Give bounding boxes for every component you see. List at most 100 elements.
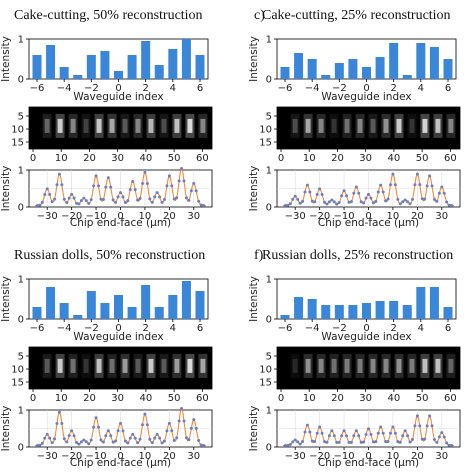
image-spot bbox=[148, 118, 154, 133]
bar bbox=[280, 67, 290, 79]
profile-y-tick-label: 1 bbox=[266, 166, 272, 177]
image-spot-glow bbox=[68, 113, 78, 138]
profile-data-point bbox=[349, 200, 353, 204]
profile-data-point bbox=[182, 419, 186, 423]
bar bbox=[168, 49, 178, 79]
profile-data-point bbox=[101, 197, 105, 201]
profile-data-point bbox=[391, 425, 395, 429]
image-x-tick-label: 30 bbox=[359, 393, 372, 404]
profile-data-point bbox=[349, 440, 353, 444]
profile-data-point bbox=[165, 429, 169, 433]
profile-data-point bbox=[425, 184, 429, 188]
profile-data-point bbox=[155, 432, 159, 436]
profile-data-point bbox=[138, 437, 142, 441]
bar-x-tick-label: 4 bbox=[418, 83, 424, 94]
profile-data-point bbox=[286, 203, 290, 207]
image-y-tick-label: 5 bbox=[266, 352, 272, 363]
profile-data-point bbox=[367, 427, 370, 431]
bar-x-tick-label: −6 bbox=[30, 323, 45, 334]
profile-data-point bbox=[342, 429, 346, 433]
profile-data-point bbox=[325, 440, 329, 444]
profile-data-point bbox=[379, 183, 383, 187]
image-spot-glow bbox=[446, 113, 456, 138]
image-border bbox=[276, 346, 461, 390]
bar bbox=[348, 59, 358, 79]
profile-data-point bbox=[286, 443, 290, 447]
bar bbox=[32, 307, 42, 319]
image-spot-glow bbox=[303, 353, 313, 378]
profile-data-point bbox=[283, 444, 287, 448]
profile-data-point bbox=[97, 184, 101, 188]
bar bbox=[73, 75, 83, 79]
profile-data-point bbox=[305, 183, 309, 187]
bar bbox=[168, 295, 178, 319]
profile-x-tick-label: −10 bbox=[334, 451, 355, 462]
image-y-tick-label: 15 bbox=[11, 378, 24, 389]
bar bbox=[334, 305, 344, 319]
image-spot-glow bbox=[368, 113, 378, 138]
profile-data-point bbox=[410, 437, 414, 441]
bar-y-tick-label: 1 bbox=[266, 35, 272, 46]
profile-data-point bbox=[189, 189, 193, 193]
profile-data-point bbox=[293, 194, 297, 198]
profile-data-point bbox=[332, 434, 336, 438]
image-spot bbox=[409, 118, 415, 133]
profile-data-point bbox=[114, 200, 118, 204]
image-spot bbox=[122, 118, 128, 133]
profile-data-point bbox=[140, 423, 144, 427]
profile-data-point bbox=[106, 429, 110, 433]
bar-x-tick-label: 2 bbox=[142, 83, 148, 94]
profile-data-point bbox=[77, 202, 81, 206]
profile-data-point bbox=[75, 201, 79, 205]
profile-data-point bbox=[67, 434, 71, 438]
profile-data-point bbox=[440, 431, 444, 435]
image-spot-glow bbox=[355, 113, 365, 138]
profile-data-point bbox=[158, 195, 162, 199]
profile-data-point bbox=[167, 174, 171, 178]
profile-data-point bbox=[367, 192, 370, 196]
profile-data-point bbox=[445, 441, 449, 445]
image-frame bbox=[277, 347, 460, 389]
profile-y-tick-label: 1 bbox=[18, 166, 24, 177]
image-spot-glow bbox=[159, 113, 169, 138]
profile-data-point bbox=[432, 197, 436, 201]
profile-data-point bbox=[189, 426, 193, 430]
profile-x-axis-label: Chip end-face (μm) bbox=[70, 217, 171, 229]
bar bbox=[181, 281, 191, 319]
bar bbox=[294, 297, 304, 319]
profile-data-point bbox=[82, 196, 86, 200]
profile-data-point bbox=[84, 440, 88, 444]
profile-data-point bbox=[143, 412, 147, 416]
image-x-tick-label: 0 bbox=[278, 393, 284, 404]
bar bbox=[141, 285, 151, 319]
profile-data-point bbox=[89, 438, 93, 442]
profile-data-point bbox=[447, 203, 451, 207]
profile-data-point bbox=[315, 431, 319, 435]
profile-data-point bbox=[410, 197, 414, 201]
profile-data-point bbox=[109, 434, 113, 438]
profile-data-point bbox=[430, 184, 434, 188]
profile-data-point bbox=[283, 204, 287, 208]
profile-y-tick-label: 0 bbox=[266, 443, 272, 454]
bar bbox=[114, 295, 123, 319]
image-spot-glow bbox=[107, 353, 117, 378]
profile-data-point bbox=[369, 432, 373, 436]
profile-data-point bbox=[121, 195, 125, 199]
profile-data-point bbox=[320, 431, 324, 435]
profile-data-point bbox=[89, 198, 93, 202]
image-x-tick-label: 60 bbox=[196, 393, 209, 404]
bar bbox=[362, 67, 371, 79]
profile-data-point bbox=[320, 193, 324, 196]
profile-data-point bbox=[119, 191, 122, 195]
profile-data-point bbox=[106, 176, 110, 180]
profile-data-point bbox=[143, 170, 147, 174]
image-x-tick-label: 60 bbox=[196, 153, 209, 164]
image-spot bbox=[161, 358, 167, 373]
profile-data-point bbox=[55, 421, 59, 425]
image-spot-glow bbox=[368, 353, 378, 378]
profile-data-point bbox=[177, 179, 181, 183]
profile-data-point bbox=[94, 416, 98, 420]
image-spot bbox=[409, 358, 415, 373]
bar-x-tick-label: 6 bbox=[445, 323, 451, 334]
bar bbox=[280, 315, 290, 319]
